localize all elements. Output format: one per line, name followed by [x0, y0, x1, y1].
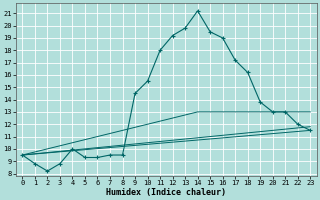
X-axis label: Humidex (Indice chaleur): Humidex (Indice chaleur) [106, 188, 226, 197]
